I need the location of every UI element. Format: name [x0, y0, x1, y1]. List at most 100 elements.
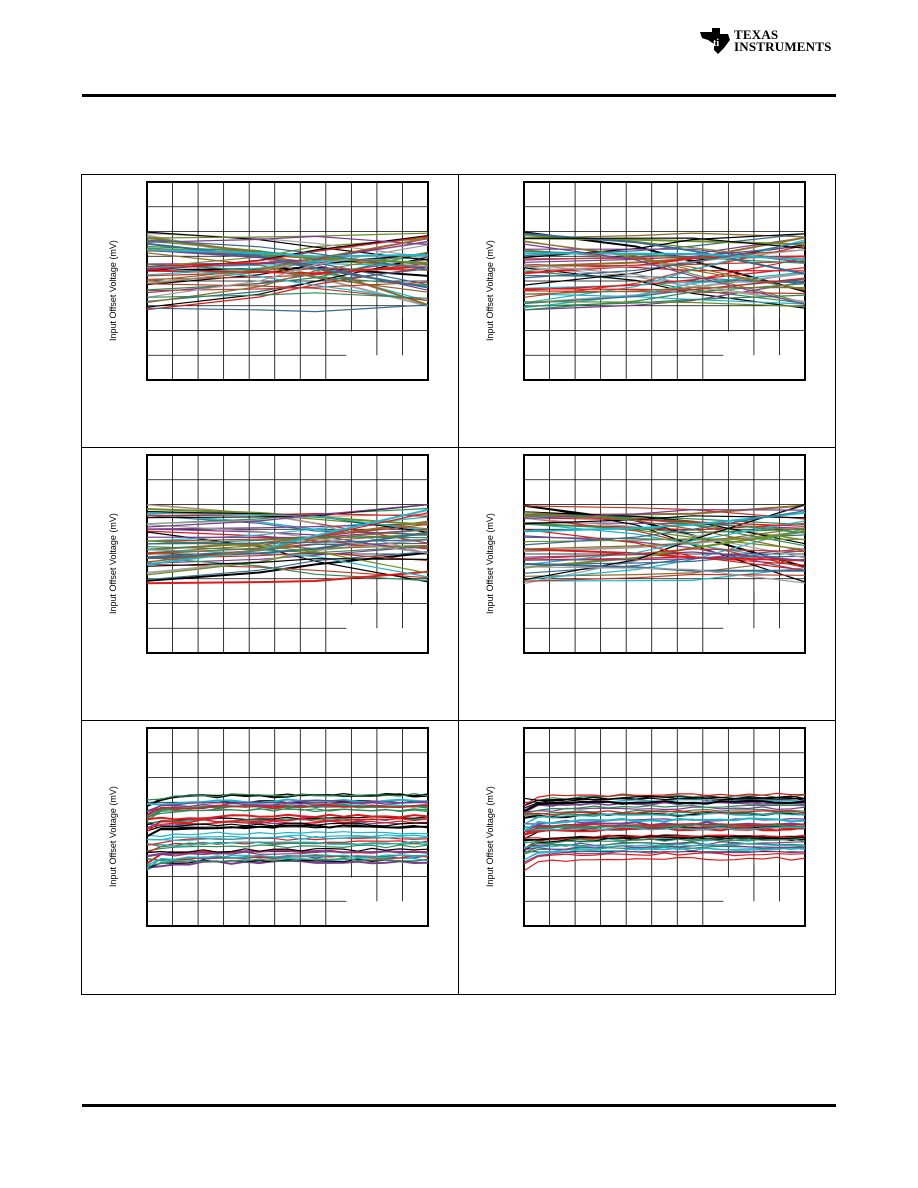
logo-line-2: INSTRUMENTS [734, 39, 832, 54]
curve [146, 792, 429, 801]
curve [523, 520, 806, 566]
curve [146, 847, 429, 854]
curve [523, 808, 806, 816]
curve [523, 795, 806, 801]
curve [146, 822, 428, 832]
curve [523, 511, 806, 545]
curve [523, 817, 806, 833]
ti-state-logo-icon: ti [700, 28, 730, 54]
curve [146, 283, 429, 301]
curve [146, 850, 429, 858]
curve [146, 849, 429, 857]
plot-corner [723, 591, 804, 652]
plot-4 [523, 454, 806, 654]
curve [523, 826, 806, 836]
curve [523, 558, 806, 577]
curve [146, 857, 429, 867]
curve [523, 511, 806, 533]
curve [146, 236, 429, 271]
curve [146, 557, 429, 582]
curve [146, 237, 429, 282]
curve [523, 548, 806, 560]
curve [523, 281, 806, 289]
curve [146, 235, 429, 246]
curve [523, 236, 806, 268]
curve [146, 263, 429, 286]
corner-patch [723, 604, 804, 652]
curve [523, 856, 806, 872]
curve [523, 550, 806, 566]
corner-patch [723, 331, 804, 379]
plot-2 [523, 181, 806, 381]
plot-3 [146, 454, 429, 654]
curve [523, 241, 806, 290]
curve [146, 529, 429, 563]
curve [523, 842, 805, 848]
curve [523, 573, 806, 582]
curve [523, 239, 806, 304]
plot-corner [346, 318, 427, 379]
corner-patch [346, 877, 427, 925]
curve [523, 852, 806, 865]
figure-grid: Input Offset Voltage (mV) Input Offset V… [81, 174, 836, 995]
curve-bundle [146, 231, 429, 313]
curve [523, 826, 806, 831]
curve [523, 835, 806, 841]
curve [146, 523, 429, 542]
plot-corner [346, 864, 427, 925]
curve [523, 797, 806, 809]
curve [523, 804, 806, 815]
curve [146, 239, 429, 270]
curve [146, 804, 429, 817]
curve [523, 515, 806, 534]
curve [523, 838, 806, 849]
curve [146, 231, 429, 261]
plot-5 [146, 727, 429, 927]
curve [146, 792, 429, 806]
curve [523, 286, 806, 295]
curve [523, 566, 806, 584]
curve [146, 540, 429, 550]
curve [146, 248, 429, 258]
curve [146, 817, 429, 833]
curve [146, 570, 429, 585]
curve [523, 567, 806, 582]
curve [146, 232, 429, 239]
curve [146, 854, 429, 869]
curve [146, 536, 429, 545]
plot-6 [523, 727, 806, 927]
curve [146, 503, 429, 528]
curve [146, 267, 429, 302]
curve [146, 798, 429, 806]
curve [523, 515, 806, 525]
curve [523, 274, 806, 284]
curve [146, 266, 429, 277]
curve-bundle [523, 504, 806, 585]
figure-cell-5: Input Offset Voltage (mV) [82, 721, 459, 995]
curve [523, 263, 806, 272]
curve [146, 281, 429, 292]
curve [523, 548, 806, 561]
curve [146, 520, 429, 551]
curve [523, 812, 806, 826]
figure-cell-2: Input Offset Voltage (mV) [459, 175, 836, 448]
ti-logo: ti TEXAS INSTRUMENTS [698, 26, 840, 62]
curve [523, 799, 806, 813]
curve [523, 850, 806, 863]
curve-bundle [523, 792, 806, 872]
curve [523, 301, 806, 308]
curve [523, 252, 806, 261]
curve-bundle [146, 503, 429, 585]
curve [146, 813, 429, 821]
curve [146, 539, 429, 545]
curve [146, 563, 429, 579]
curve [523, 267, 806, 291]
figure-cell-1: Input Offset Voltage (mV) [82, 175, 459, 448]
figure-cell-6: Input Offset Voltage (mV) [459, 721, 836, 995]
curve [523, 263, 806, 303]
logo-line-1: TEXAS [734, 27, 779, 42]
plot-corner [723, 864, 804, 925]
curve [146, 807, 429, 822]
curve [146, 831, 429, 838]
curve [146, 242, 429, 289]
